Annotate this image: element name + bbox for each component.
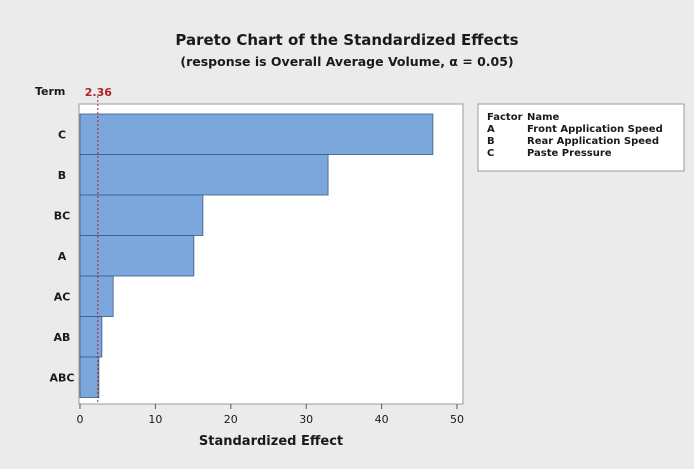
y-tick-label-abc: ABC	[50, 371, 75, 384]
legend-name-c: Paste Pressure	[527, 148, 612, 159]
x-tick-label: 20	[224, 413, 238, 426]
y-axis-label: Term	[35, 85, 65, 98]
legend-header-factor: Factor	[487, 112, 523, 123]
legend-factor-b: B	[487, 136, 495, 147]
x-axis-label: Standardized Effect	[199, 434, 343, 449]
y-tick-labels: C B BC A AC AB ABC	[50, 128, 75, 384]
legend-box: Factor Name A Front Application Speed B Rea…	[477, 103, 685, 172]
y-tick-label-bc: BC	[54, 209, 70, 222]
x-tick-label: 40	[375, 413, 389, 426]
y-tick-label-b: B	[58, 169, 66, 182]
y-tick-label-ac: AC	[54, 290, 71, 303]
y-tick-label-c: C	[58, 128, 66, 141]
legend-name-a: Front Application Speed	[527, 124, 663, 135]
bar-a	[79, 235, 195, 277]
bar-b	[79, 154, 329, 196]
legend-factor-c: C	[487, 148, 494, 159]
legend-header-name: Name	[527, 112, 560, 123]
bar-bc	[79, 194, 204, 236]
x-tick-label: 30	[299, 413, 313, 426]
chart-subtitle: (response is Overall Average Volume, α =…	[180, 54, 513, 69]
chart-title: Pareto Chart of the Standardized Effects	[175, 31, 518, 49]
bar-c	[79, 113, 434, 155]
x-tick-label: 10	[148, 413, 162, 426]
bar-abc	[79, 356, 100, 398]
x-axis-ticks: 0 10 20 30 40 50	[77, 404, 464, 426]
x-tick-label: 0	[77, 413, 84, 426]
y-tick-label-ab: AB	[54, 331, 71, 344]
bars-group	[79, 113, 434, 398]
bar-ab	[79, 316, 103, 358]
legend-frame	[477, 103, 685, 172]
reference-line-label: 2.36	[85, 86, 112, 99]
legend-factor-a: A	[487, 124, 495, 135]
legend-name-b: Rear Application Speed	[527, 136, 659, 147]
x-tick-label: 50	[450, 413, 464, 426]
bar-ac	[79, 275, 114, 317]
y-tick-label-a: A	[58, 250, 67, 263]
legend-rows: A Front Application Speed B Rear Applicatio…	[487, 124, 663, 159]
